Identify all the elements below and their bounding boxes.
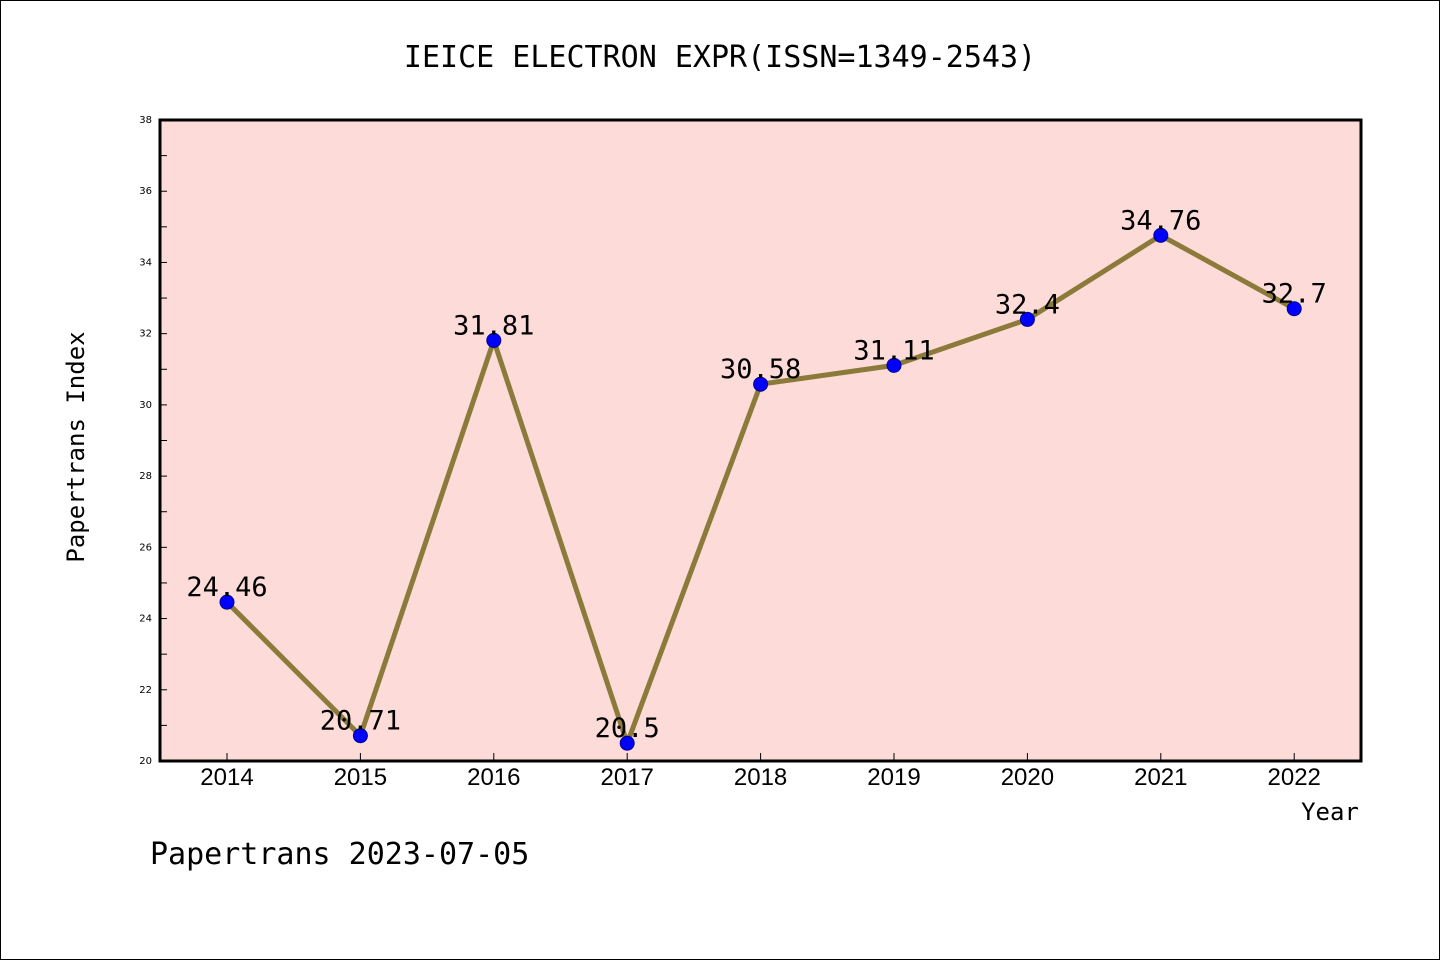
data-point — [219, 594, 235, 610]
data-label: 34.76 — [1120, 205, 1201, 236]
data-point — [1153, 227, 1169, 243]
data-label: 20.5 — [595, 713, 660, 744]
y-tick-label: 30 — [139, 400, 152, 411]
data-point — [753, 376, 769, 392]
x-tick-label: 2018 — [734, 764, 787, 791]
y-tick-label: 32 — [139, 329, 152, 340]
y-axis-label: Papertrans Index — [62, 331, 90, 562]
data-point — [886, 357, 902, 373]
data-point — [1286, 301, 1302, 317]
data-label: 30.58 — [720, 354, 801, 385]
footer-note: Papertrans 2023-07-05 — [150, 837, 529, 872]
x-tick-label: 2017 — [601, 764, 654, 791]
x-tick-label: 2016 — [467, 764, 520, 791]
x-tick-label: 2019 — [867, 764, 920, 791]
x-tick-label: 2014 — [200, 764, 253, 791]
y-tick-label: 20 — [139, 756, 152, 767]
data-label: 32.7 — [1262, 279, 1327, 310]
chart-title: IEICE ELECTRON EXPR(ISSN=1349-2543) — [404, 40, 1036, 75]
data-point — [1019, 311, 1035, 327]
x-axis-label: Year — [1301, 798, 1359, 826]
y-axis: 20 22 24 26 28 30 32 34 36 38 — [139, 115, 167, 767]
x-tick-label: 2021 — [1134, 764, 1187, 791]
data-labels: 24.46 20.71 31.81 20.5 30.58 31.11 32.4 34.76 32… — [186, 205, 1326, 744]
x-tick-label: 2022 — [1268, 764, 1321, 791]
x-tick-label: 2020 — [1001, 764, 1054, 791]
data-point — [486, 332, 502, 348]
data-label: 31.11 — [853, 335, 934, 366]
data-point — [619, 735, 635, 751]
data-label: 20.71 — [320, 706, 401, 737]
data-point — [352, 728, 368, 744]
y-tick-label: 28 — [139, 471, 152, 482]
y-tick-label: 22 — [139, 685, 152, 696]
data-series — [219, 227, 1302, 751]
plot-area — [158, 118, 1363, 763]
y-tick-label: 36 — [139, 186, 152, 197]
y-tick-label: 24 — [139, 614, 152, 625]
y-tick-label: 38 — [139, 115, 152, 126]
x-tick-label: 2015 — [334, 764, 387, 791]
data-label: 32.4 — [995, 289, 1060, 320]
data-label: 24.46 — [186, 572, 267, 603]
data-label: 31.81 — [453, 310, 534, 341]
y-tick-label: 26 — [139, 542, 152, 553]
y-tick-label: 34 — [139, 257, 152, 268]
x-axis: 2014 2015 2016 2017 2018 2019 2020 2021 2022 — [200, 753, 1321, 791]
